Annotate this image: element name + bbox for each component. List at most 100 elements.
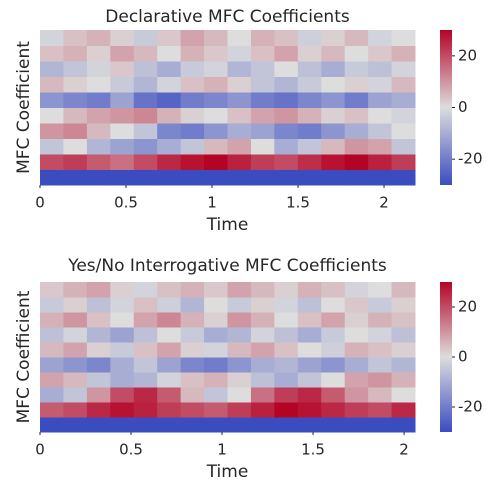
heatmap-cell — [391, 417, 416, 433]
heatmap-cell — [227, 30, 252, 46]
heatmap-cell — [40, 327, 64, 343]
heatmap-cell — [250, 76, 275, 93]
heatmap-cell — [368, 312, 393, 328]
heatmap-cell — [227, 154, 252, 170]
heatmap-cell — [391, 92, 416, 108]
heatmap-cell — [133, 387, 158, 403]
heatmap-cell — [344, 297, 369, 313]
heatmap-cell — [274, 123, 299, 139]
x-axis-label: Time — [206, 215, 249, 235]
heatmap-cell — [297, 138, 322, 155]
heatmap-cell — [40, 76, 64, 93]
heatmap-cell — [250, 282, 275, 298]
heatmap-cell — [40, 30, 64, 46]
heatmap-cell — [321, 327, 346, 343]
heatmap-cell — [274, 154, 299, 170]
heatmap-cell — [86, 138, 111, 155]
heatmap-cell — [274, 417, 299, 433]
heatmap-cell — [227, 342, 252, 358]
heatmap-cell — [204, 169, 228, 186]
heatmap-cell — [227, 327, 252, 343]
heatmap-cell — [180, 357, 205, 373]
heatmap-cell — [250, 138, 275, 155]
heatmap-cell — [227, 357, 252, 373]
heatmap-cell — [204, 357, 228, 373]
heatmap-cell — [368, 61, 393, 77]
heatmap-cell — [86, 92, 111, 108]
heatmap-cell — [227, 92, 252, 108]
heatmap-cell — [227, 297, 252, 313]
heatmap-cell — [321, 357, 346, 373]
heatmap-cell — [344, 282, 369, 298]
heatmap-cell — [368, 402, 393, 418]
heatmap-cell — [297, 76, 322, 93]
heatmap-cell — [368, 123, 393, 139]
heatmap-cell — [274, 372, 299, 388]
heatmap-cell — [63, 30, 88, 46]
heatmap-cell — [297, 297, 322, 313]
heatmap-cell — [86, 417, 111, 433]
heatmap-cell — [297, 357, 322, 373]
heatmap-cell — [344, 327, 369, 343]
heatmap-cell — [321, 30, 346, 46]
heatmap-cell — [297, 61, 322, 77]
heatmap-cell — [204, 30, 228, 46]
heatmap-cell — [63, 123, 88, 139]
heatmap-cell — [157, 387, 182, 403]
heatmap-cell — [368, 92, 393, 108]
heatmap-cell — [344, 76, 369, 93]
heatmap-cell — [133, 107, 158, 124]
heatmap-cell — [368, 154, 393, 170]
heatmap-cell — [344, 417, 369, 433]
heatmap-cell — [368, 45, 393, 62]
heatmap-cell — [321, 297, 346, 313]
heatmap-cell — [204, 372, 228, 388]
heatmap-cell — [40, 107, 64, 124]
heatmap-cell — [133, 154, 158, 170]
heatmap-cell — [133, 45, 158, 62]
heatmap-cell — [133, 402, 158, 418]
heatmap-cell — [368, 30, 393, 46]
heatmap-cell — [86, 402, 111, 418]
heatmap-cell — [368, 297, 393, 313]
x-tick-label: 0 — [35, 441, 45, 459]
heatmap-cell — [157, 282, 182, 298]
heatmap-cell — [63, 282, 88, 298]
heatmap-cell — [157, 169, 182, 186]
heatmap-cell — [133, 312, 158, 328]
heatmap-cell — [321, 61, 346, 77]
heatmap-cell — [227, 402, 252, 418]
heatmap-cell — [391, 372, 416, 388]
heatmap-cell — [204, 138, 228, 155]
heatmap-cell — [180, 327, 205, 343]
heatmap-cell — [157, 92, 182, 108]
heatmap-cell — [274, 312, 299, 328]
heatmap-cell — [321, 372, 346, 388]
heatmap-cell — [157, 45, 182, 62]
heatmap-cell — [157, 61, 182, 77]
heatmap-cell — [368, 169, 393, 186]
heatmap-cell — [180, 169, 205, 186]
heatmap-cell — [40, 402, 64, 418]
heatmap-cell — [86, 387, 111, 403]
heatmap-cell — [274, 138, 299, 155]
heatmap-cell — [180, 372, 205, 388]
colorbar-tick-label: -20 — [458, 398, 483, 416]
heatmap-cell — [321, 312, 346, 328]
heatmap-cell — [391, 30, 416, 46]
heatmap-cell — [321, 169, 346, 186]
heatmap-cell — [297, 402, 322, 418]
heatmap-cell — [274, 402, 299, 418]
heatmap-cell — [344, 342, 369, 358]
heatmap-cell — [110, 342, 135, 358]
heatmap-cell — [63, 154, 88, 170]
heatmap-cell — [227, 45, 252, 62]
heatmap-cell — [110, 107, 135, 124]
heatmap-cell — [297, 312, 322, 328]
heatmap-cell — [157, 327, 182, 343]
heatmap-cell — [227, 123, 252, 139]
heatmap-cell — [227, 76, 252, 93]
heatmap-cell — [391, 123, 416, 139]
heatmap-cell — [180, 76, 205, 93]
heatmap-cell — [297, 387, 322, 403]
